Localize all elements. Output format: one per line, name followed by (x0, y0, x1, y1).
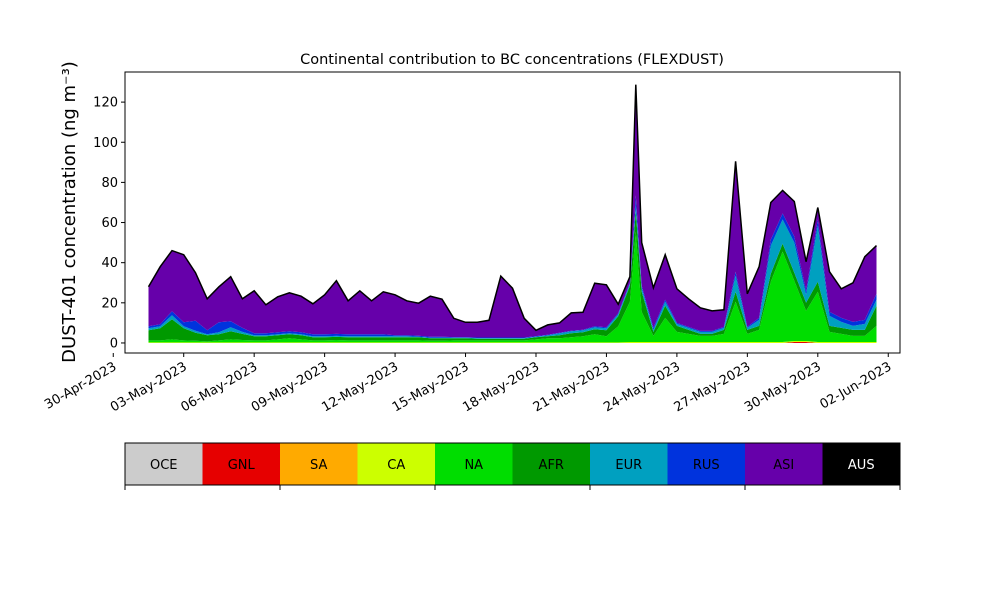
legend-label-gnl: GNL (228, 458, 256, 473)
chart-title: Continental contribution to BC concentra… (300, 52, 724, 68)
y-tick-label: 20 (101, 296, 118, 311)
x-tick-label: 30-Apr-2023 (42, 359, 119, 412)
x-tick-label: 18-May-2023 (460, 359, 542, 415)
x-tick-label: 12-May-2023 (319, 359, 401, 415)
area-na (148, 231, 877, 343)
y-tick-label: 120 (93, 96, 118, 111)
legend-swatch-ca (357, 443, 435, 485)
y-tick-label: 100 (93, 136, 118, 151)
x-tick-label: 21-May-2023 (531, 359, 613, 415)
y-tick-label: 60 (101, 216, 118, 231)
legend-swatch-oce (125, 443, 203, 485)
legend-label-eur: EUR (615, 458, 642, 473)
legend-swatch-gnl (202, 443, 280, 485)
legend-swatch-rus (667, 443, 745, 485)
legend-swatch-eur (590, 443, 668, 485)
legend: OCE GNL SA CA NA AFR EUR RUS ASI AUS (124, 442, 901, 490)
y-tick-label: 80 (101, 176, 118, 191)
legend-label-aus: AUS (848, 458, 875, 473)
legend-swatch-aus (822, 443, 900, 485)
x-tick-label: 06-May-2023 (179, 359, 261, 415)
legend-swatch-afr (512, 443, 590, 485)
x-tick-label: 30-May-2023 (742, 359, 824, 415)
area-gnl (148, 342, 877, 343)
legend-swatch-na (435, 443, 513, 485)
area-ca (148, 341, 877, 343)
x-tick-label: 02-Jun-2023 (817, 359, 894, 412)
legend-swatch-sa (280, 443, 358, 485)
x-tick-label: 24-May-2023 (601, 359, 683, 415)
legend-label-sa: SA (310, 458, 327, 473)
y-axis-label: DUST-401 concentration (ng m⁻³) (59, 61, 80, 363)
legend-label-afr: AFR (539, 458, 564, 473)
total-line (147, 84, 878, 332)
legend-frame (124, 442, 901, 486)
y-tick-label: 0 (110, 336, 118, 351)
legend-label-oce: OCE (150, 458, 178, 473)
legend-swatch-asi (745, 443, 823, 485)
plot-area: 0 20 40 60 80 100 120 30-Apr-202303-May-202306-… (42, 71, 901, 415)
legend-label-rus: RUS (693, 458, 720, 473)
legend-label-asi: ASI (773, 458, 794, 473)
plot-frame (124, 71, 901, 354)
x-tick-label: 27-May-2023 (672, 359, 754, 415)
x-tick-label: 09-May-2023 (249, 359, 331, 415)
area-rus (148, 195, 877, 339)
legend-label-ca: CA (387, 458, 405, 473)
y-tick-label: 40 (101, 256, 118, 271)
legend-label-na: NA (464, 458, 483, 473)
x-tick-label: 15-May-2023 (390, 359, 472, 415)
area-asi (148, 84, 877, 338)
x-tick-label: 03-May-2023 (108, 359, 190, 415)
